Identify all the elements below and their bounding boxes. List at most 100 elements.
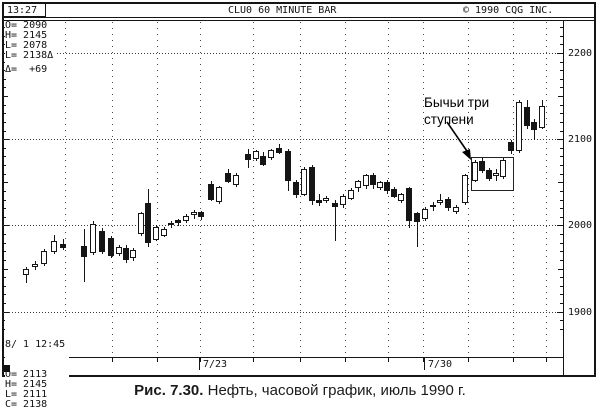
candle-body xyxy=(301,169,307,195)
candle-body xyxy=(276,148,282,153)
annotation-line2: ступени xyxy=(424,112,474,127)
figure-caption: Рис. 7.30. Нефть, часовой график, июль 1… xyxy=(0,382,600,399)
candle-body xyxy=(377,182,383,188)
price-axis-tick xyxy=(558,182,563,183)
x-axis-label-separator xyxy=(424,358,425,370)
price-axis-tick-left xyxy=(4,269,8,270)
candle-body xyxy=(138,213,144,234)
price-axis-tick-left xyxy=(4,122,6,123)
quote-panel-top: O= 2090 H= 2145 L= 2078 L= 2138Δ Δ= +69 xyxy=(5,21,58,75)
figure-caption-number: Рис. 7.30. xyxy=(134,382,204,399)
price-axis-tick xyxy=(560,113,563,114)
time-gridline xyxy=(200,22,201,356)
candle-body xyxy=(437,200,443,203)
candle-body xyxy=(145,203,151,243)
time-gridline xyxy=(300,22,301,356)
candle-body xyxy=(508,142,514,151)
candle-body xyxy=(32,264,38,267)
price-axis-tick-left xyxy=(4,208,6,209)
chart-frame xyxy=(2,2,596,377)
candle-body xyxy=(60,244,66,248)
candle-body xyxy=(123,248,129,260)
price-axis-tick xyxy=(560,62,563,63)
price-axis-tick-left xyxy=(4,243,6,244)
pattern-highlight-box xyxy=(471,157,514,191)
time-axis-tick xyxy=(513,358,514,362)
price-axis-tick-left xyxy=(4,191,6,192)
candle-body xyxy=(486,170,492,179)
figure-caption-text: Нефть, часовой график, июль 1990 г. xyxy=(203,382,466,399)
price-axis-tick xyxy=(560,174,563,175)
time-gridline xyxy=(345,22,346,356)
annotation-label: Бычьи три ступени xyxy=(424,94,489,128)
price-axis-tick xyxy=(560,191,563,192)
candle-body xyxy=(422,209,428,219)
price-axis-tick-left xyxy=(4,303,6,304)
price-axis-tick xyxy=(560,148,563,149)
price-axis-tick xyxy=(560,36,563,37)
price-axis-tick xyxy=(560,320,563,321)
price-axis-tick xyxy=(557,53,563,54)
candle-body xyxy=(81,246,87,257)
candle-body xyxy=(531,122,537,130)
candle-body xyxy=(99,231,105,252)
price-axis-tick xyxy=(560,131,563,132)
candle-body xyxy=(398,194,404,201)
candle-body xyxy=(472,162,478,181)
price-axis-tick-left xyxy=(4,87,6,88)
time-gridline xyxy=(423,22,424,356)
candle-body xyxy=(332,203,338,207)
price-axis-tick-left xyxy=(4,148,6,149)
candle-body xyxy=(23,269,29,275)
time-gridline xyxy=(253,22,254,356)
price-axis-tick-left xyxy=(4,294,6,295)
price-axis-tick xyxy=(560,70,563,71)
candle-body xyxy=(363,175,369,186)
candle-body xyxy=(524,107,530,126)
x-axis-label-separator xyxy=(199,358,200,370)
price-axis-tick xyxy=(558,96,563,97)
price-axis-tick-left xyxy=(4,225,9,226)
candle-body xyxy=(108,238,114,256)
annotation-arrow-icon xyxy=(446,121,471,160)
candle-body xyxy=(479,161,485,171)
time-axis-tick xyxy=(423,358,424,362)
price-axis-tick xyxy=(557,139,563,140)
time-gridline xyxy=(546,22,547,356)
quote-top-row: L= 2078 xyxy=(5,40,48,51)
candle-body xyxy=(253,151,259,159)
time-axis-tick xyxy=(345,358,346,362)
price-axis-tick xyxy=(560,243,563,244)
price-axis-tick xyxy=(558,269,563,270)
candle-body xyxy=(323,198,329,201)
price-axis-tick xyxy=(560,277,563,278)
candle-body xyxy=(493,173,499,176)
candle-body xyxy=(90,224,96,253)
candle-body xyxy=(406,188,412,221)
candle-body xyxy=(116,247,122,254)
candle-body xyxy=(430,205,436,207)
time-axis-tick xyxy=(388,358,389,362)
price-gridline xyxy=(3,53,563,54)
quote-bottom-row: C= 2138 xyxy=(5,399,48,407)
candle-body xyxy=(168,223,174,225)
time-gridline xyxy=(157,22,158,356)
price-axis-tick xyxy=(560,156,563,157)
candle-body xyxy=(208,184,214,200)
price-axis-tick xyxy=(560,208,563,209)
candle-body xyxy=(41,251,47,264)
time-gridline xyxy=(65,22,66,356)
price-axis-tick-left xyxy=(4,260,6,261)
price-axis-tick-left xyxy=(4,251,6,252)
price-axis-tick xyxy=(560,260,563,261)
candle-body xyxy=(462,175,468,203)
candle-body xyxy=(153,227,159,240)
price-axis-tick-left xyxy=(4,96,8,97)
price-axis-tick xyxy=(560,294,563,295)
time-axis-tick xyxy=(300,358,301,362)
annotation-line1: Бычьи три xyxy=(424,95,490,110)
candle-body xyxy=(161,229,167,236)
quote-bottom-row: H= 2145 xyxy=(5,379,48,390)
time-axis-tick xyxy=(468,358,469,362)
